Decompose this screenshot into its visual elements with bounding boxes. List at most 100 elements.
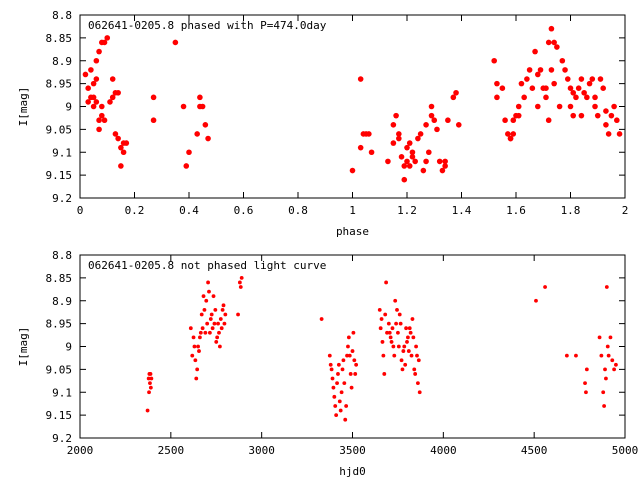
data-point	[400, 367, 405, 372]
data-point	[420, 167, 427, 174]
y-tick-label: 9.1	[52, 386, 72, 399]
x-tick-label: 1	[349, 204, 356, 217]
data-point	[529, 85, 536, 91]
data-point	[335, 381, 339, 385]
data-point	[605, 131, 612, 137]
data-point	[82, 71, 89, 78]
data-point	[237, 280, 242, 285]
data-point	[197, 349, 201, 353]
data-point	[222, 321, 227, 326]
data-point	[217, 330, 221, 335]
data-point	[210, 326, 215, 331]
data-point	[96, 126, 102, 133]
data-point	[101, 39, 108, 46]
data-point	[387, 330, 392, 335]
data-point	[109, 94, 116, 101]
data-point	[342, 381, 347, 385]
data-point	[414, 344, 418, 349]
data-point	[319, 317, 324, 321]
y-tick-label: 9.1	[52, 146, 72, 159]
x-tick-label: 3000	[248, 444, 275, 457]
data-point	[172, 39, 179, 46]
data-point	[193, 358, 198, 363]
x-tick-label: 0.8	[288, 204, 308, 217]
data-point	[353, 372, 358, 376]
data-point	[90, 80, 97, 87]
data-point	[336, 362, 341, 367]
data-point	[543, 85, 549, 91]
data-point	[204, 298, 209, 303]
data-point	[608, 112, 615, 119]
data-point	[423, 122, 429, 128]
data-point	[192, 344, 197, 349]
data-point	[347, 353, 352, 358]
data-point	[567, 103, 574, 110]
x-tick-label: 0.2	[125, 204, 145, 217]
data-point	[537, 67, 544, 73]
data-point	[93, 76, 100, 82]
data-point	[118, 163, 124, 169]
y-tick-label: 9	[65, 341, 72, 354]
data-point	[120, 149, 127, 156]
x-tick-label: 2500	[158, 444, 185, 457]
data-point	[93, 57, 100, 64]
data-point	[416, 381, 420, 385]
chart-title: 062641-0205.8 not phased light curve	[88, 259, 326, 272]
chart-panel-1: 0 0.2 0.4 0.6 0.8 1 1.2 1.4 1.6 1.8 2 8.8 8.85 8.9 8.9…	[17, 9, 628, 238]
data-point	[584, 94, 590, 101]
data-point	[201, 294, 206, 299]
x-tick-label: 4500	[521, 444, 548, 457]
data-point	[428, 112, 435, 119]
data-point	[199, 103, 206, 110]
data-point	[548, 67, 555, 73]
data-point	[343, 417, 348, 422]
data-point	[548, 25, 555, 32]
data-point	[583, 381, 587, 385]
data-point	[556, 103, 563, 110]
data-point	[434, 126, 440, 133]
data-point	[394, 321, 398, 326]
data-point	[436, 158, 443, 165]
data-point	[123, 140, 130, 146]
data-point	[149, 376, 154, 381]
data-point	[608, 335, 613, 340]
data-point	[535, 71, 541, 78]
x-axis-title: phase	[336, 225, 369, 238]
data-point	[412, 158, 418, 165]
data-point	[107, 99, 113, 105]
data-point	[348, 372, 353, 376]
y-tick-label: 9.05	[46, 123, 73, 136]
data-point	[406, 140, 413, 146]
data-point	[96, 117, 102, 124]
data-point	[349, 167, 356, 174]
data-point	[396, 344, 401, 349]
data-point	[213, 308, 218, 312]
data-point	[543, 94, 549, 101]
y-tick-label: 8.9	[52, 295, 72, 308]
data-point	[398, 154, 405, 160]
x-tick-label: 1.8	[561, 204, 581, 217]
data-point	[578, 76, 585, 82]
data-point	[586, 80, 593, 87]
data-point	[562, 67, 568, 73]
data-point	[581, 89, 587, 96]
data-point	[223, 312, 228, 317]
data-point	[564, 353, 569, 358]
plot-frame	[79, 254, 626, 439]
data-point	[150, 117, 157, 124]
x-axis-title: hjd0	[339, 465, 366, 478]
data-point	[199, 312, 204, 317]
x-tick-label: 0.6	[234, 204, 254, 217]
data-point	[341, 358, 346, 363]
data-point	[417, 390, 422, 395]
data-point	[505, 131, 511, 137]
data-point	[93, 99, 100, 105]
x-tick-label: 4000	[430, 444, 457, 457]
data-point	[559, 57, 566, 64]
data-point	[354, 362, 359, 367]
data-point	[211, 294, 216, 299]
data-point	[202, 308, 207, 312]
x-tick-label: 1.4	[452, 204, 472, 217]
data-point	[564, 76, 571, 82]
data-point	[101, 117, 108, 124]
